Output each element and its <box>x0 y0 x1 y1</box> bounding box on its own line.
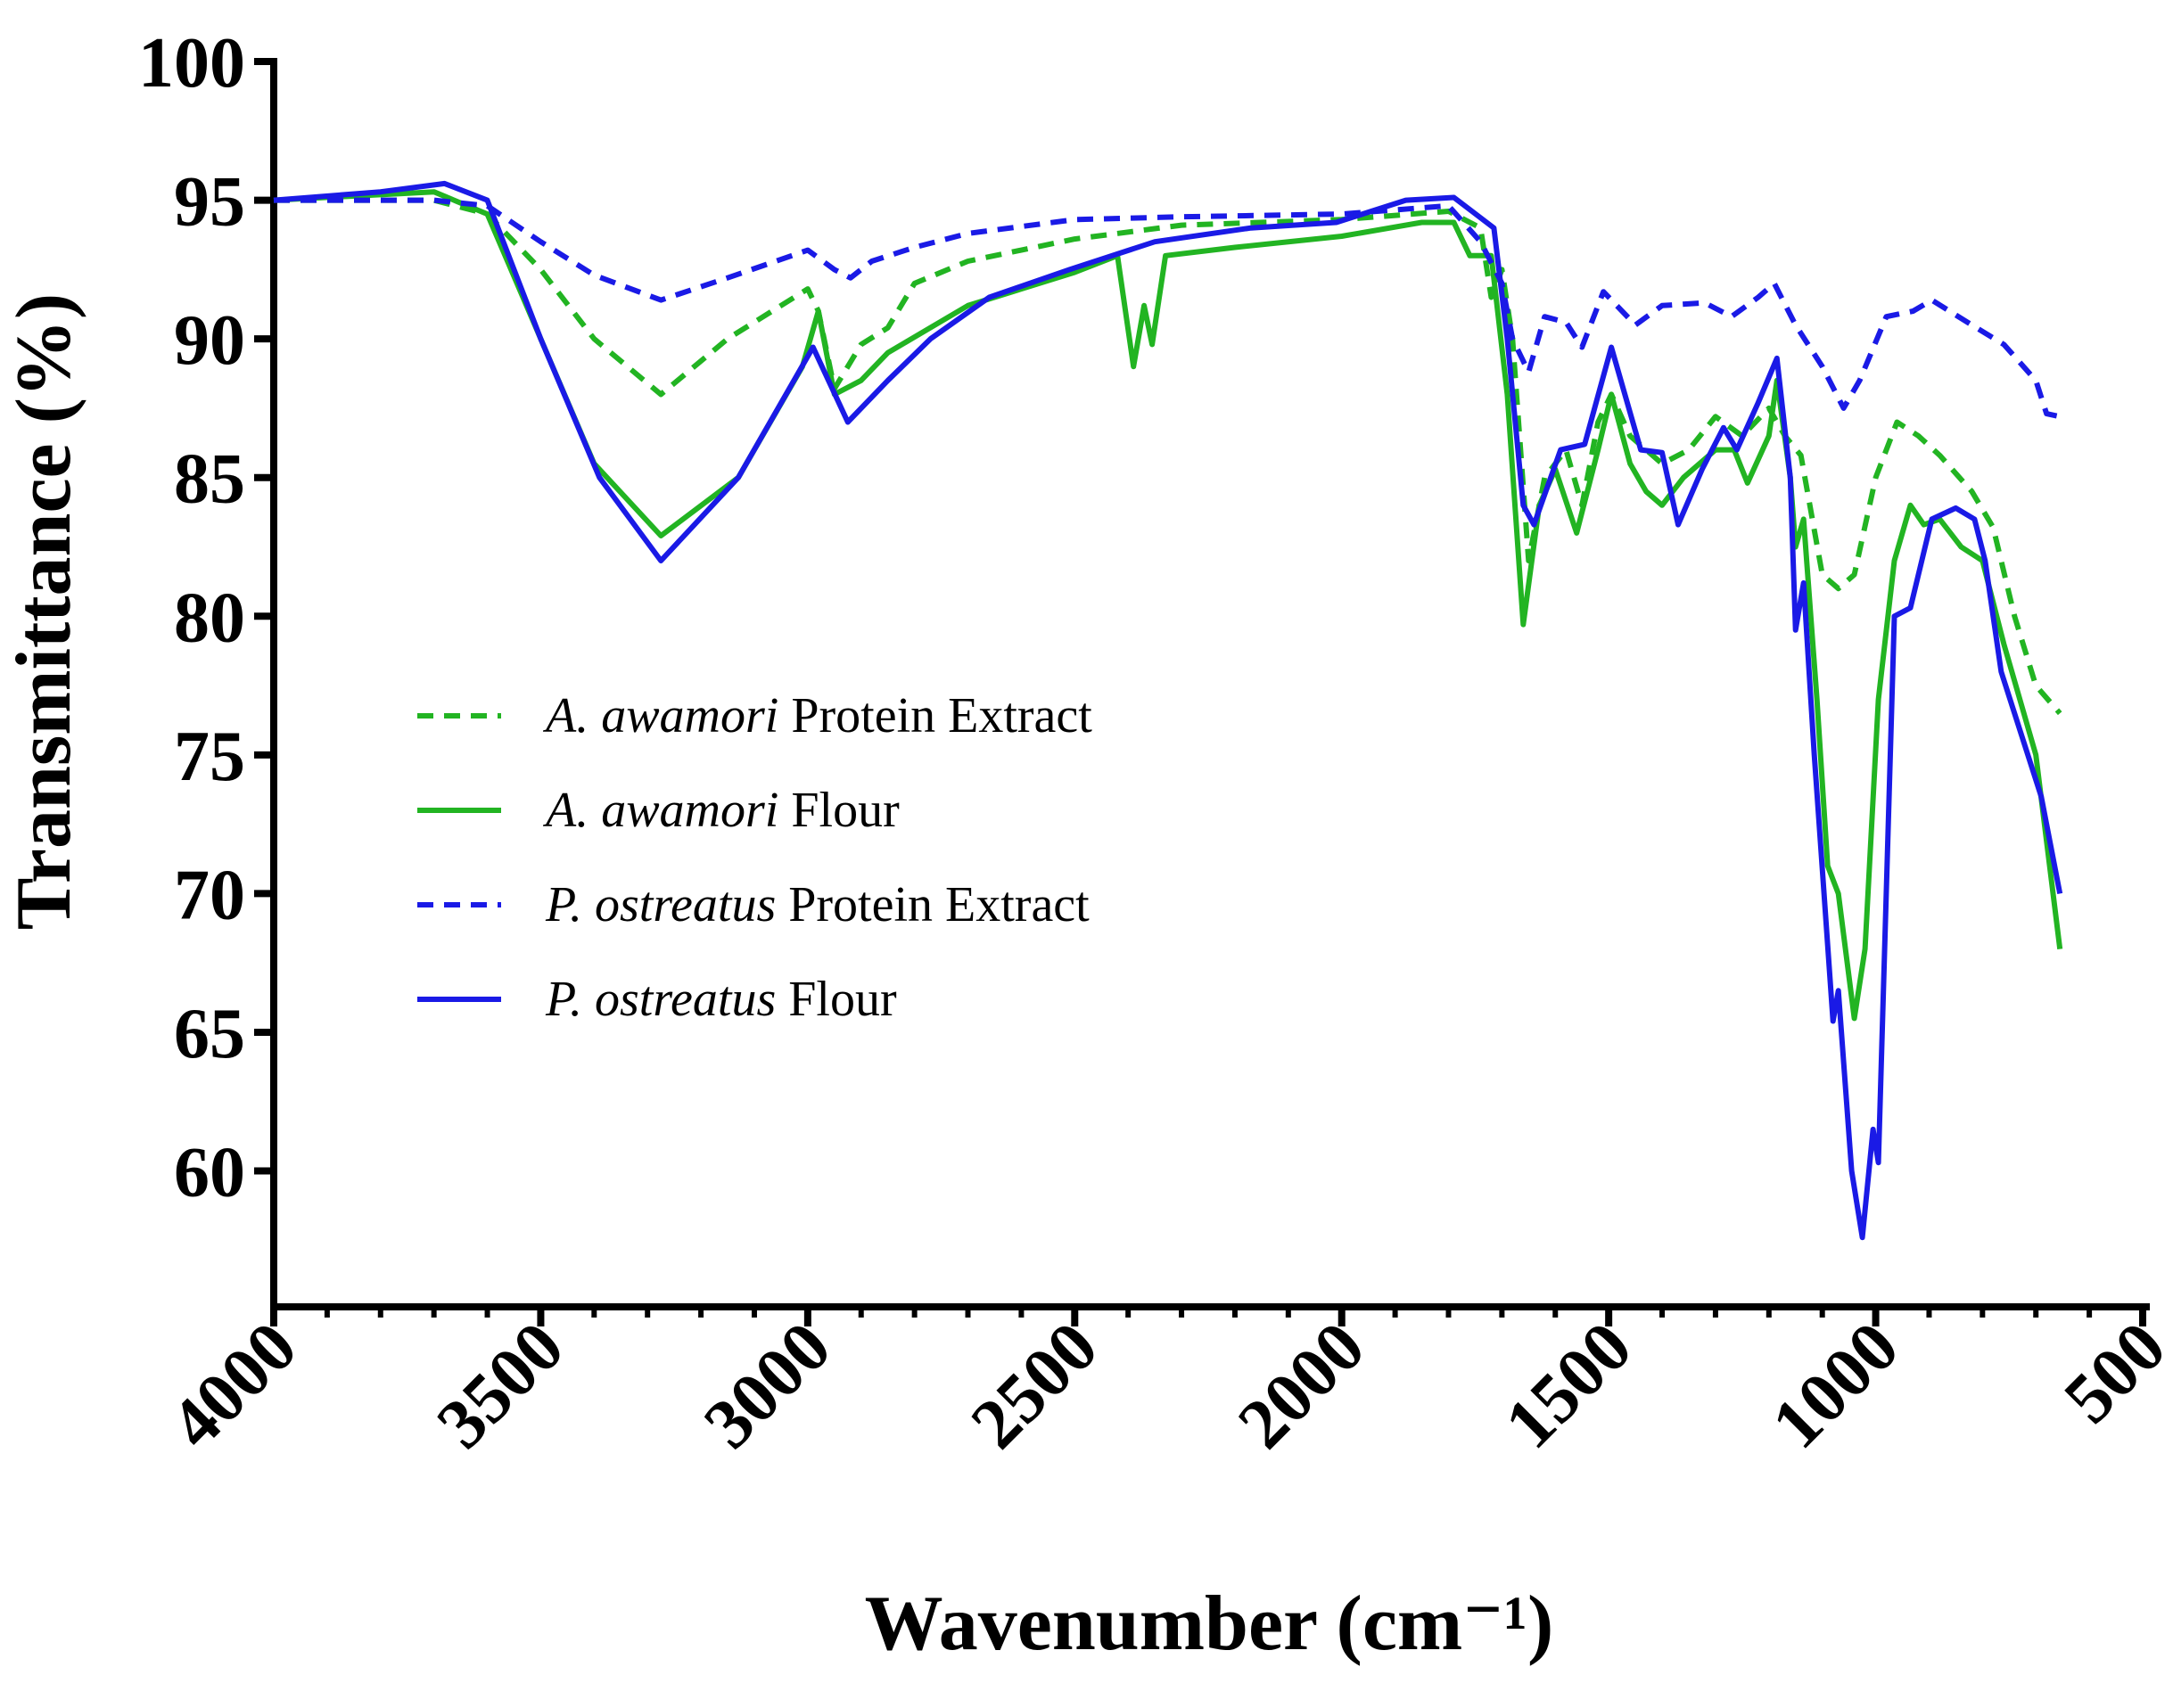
y-tick-label: 65 <box>174 995 245 1073</box>
legend-label: P. ostreatus Flour <box>545 972 897 1027</box>
y-tick-label: 85 <box>174 440 245 519</box>
y-tick-label: 90 <box>174 301 245 380</box>
x-tick-label: 3500 <box>423 1308 579 1464</box>
x-tick-label: 2000 <box>1223 1308 1379 1464</box>
y-axis-label: Transmittance (%) <box>1 293 87 930</box>
series-line <box>274 197 2062 716</box>
x-axis-label: Wavenumber (cm⁻¹) <box>865 1581 1554 1667</box>
y-tick-label: 70 <box>174 856 245 934</box>
x-tick-label: 500 <box>2050 1308 2173 1439</box>
y-tick-label: 95 <box>174 163 245 242</box>
y-tick-label: 80 <box>174 579 245 657</box>
y-tick-label: 100 <box>138 24 245 103</box>
y-tick-label: 60 <box>174 1134 245 1212</box>
series-line <box>274 197 2061 420</box>
x-tick-label: 4000 <box>155 1308 311 1464</box>
legend-label: A. awamori Protein Extract <box>542 688 1092 743</box>
x-tick-label: 2500 <box>957 1308 1113 1464</box>
legend-label: A. awamori Flour <box>542 783 900 838</box>
x-tick-label: 3000 <box>689 1308 845 1464</box>
x-tick-label: 1500 <box>1491 1308 1647 1464</box>
series-line <box>273 180 2063 1241</box>
y-tick-label: 75 <box>174 718 245 796</box>
x-tick-label: 1000 <box>1757 1308 1914 1464</box>
series-line <box>273 189 2063 1022</box>
legend-label: P. ostreatus Protein Extract <box>545 877 1090 932</box>
